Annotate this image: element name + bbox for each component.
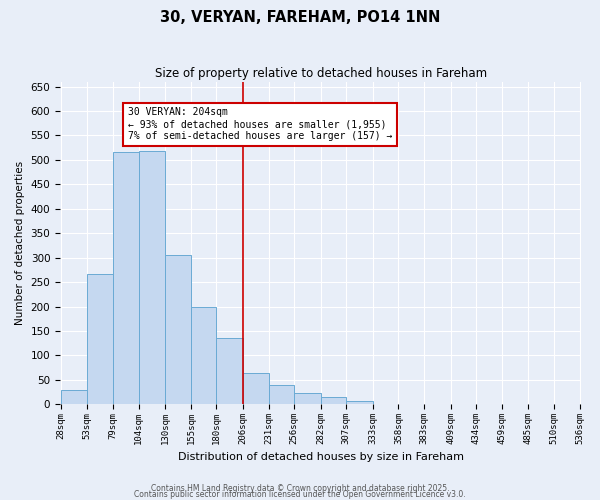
Bar [113,152,139,404]
Bar [346,402,373,404]
Text: Contains public sector information licensed under the Open Government Licence v3: Contains public sector information licen… [134,490,466,499]
Bar [139,150,166,404]
Bar [166,255,191,404]
Text: 30, VERYAN, FAREHAM, PO14 1NN: 30, VERYAN, FAREHAM, PO14 1NN [160,10,440,25]
Bar [61,390,86,404]
Bar [269,384,294,404]
X-axis label: Distribution of detached houses by size in Fareham: Distribution of detached houses by size … [178,452,464,462]
Bar [86,274,113,404]
Text: 30 VERYAN: 204sqm
← 93% of detached houses are smaller (1,955)
7% of semi-detach: 30 VERYAN: 204sqm ← 93% of detached hous… [128,108,392,140]
Bar [243,372,269,404]
Bar [294,392,321,404]
Title: Size of property relative to detached houses in Fareham: Size of property relative to detached ho… [155,68,487,80]
Bar [321,398,346,404]
Y-axis label: Number of detached properties: Number of detached properties [15,161,25,325]
Bar [217,338,243,404]
Text: Contains HM Land Registry data © Crown copyright and database right 2025.: Contains HM Land Registry data © Crown c… [151,484,449,493]
Bar [191,306,217,404]
